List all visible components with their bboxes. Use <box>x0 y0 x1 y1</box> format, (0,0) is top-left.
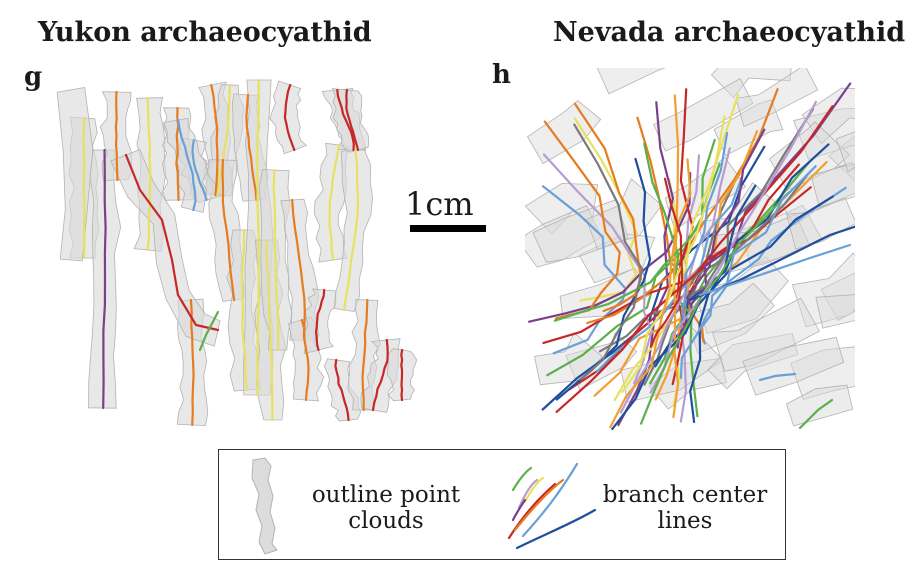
nevada-outline-clouds <box>525 68 855 427</box>
yukon-branch-lines <box>82 78 404 427</box>
yukon-branch-line <box>400 348 404 402</box>
yukon-branch-line <box>314 288 326 352</box>
nevada-branch-line <box>527 172 692 323</box>
nevada-branch-line <box>798 398 834 430</box>
nevada-outline-cloud <box>596 68 666 95</box>
yukon-branch-line <box>114 90 119 182</box>
yukon-branch-line <box>210 83 219 197</box>
nevada-branch-line <box>671 88 694 386</box>
legend-outline-label-line1: outline point <box>311 482 461 508</box>
yukon-branch-line <box>328 143 340 262</box>
yukon-branch-line <box>217 83 231 197</box>
nevada-branch-line <box>689 184 757 424</box>
nevada-branch-lines <box>527 82 855 431</box>
yukon-branch-line <box>177 118 197 212</box>
yukon-archaeocyathid-panel <box>56 78 418 427</box>
panel-label-g: g <box>24 62 43 92</box>
yukon-branch-line <box>124 153 220 332</box>
nevada-branch-line <box>649 177 684 348</box>
nevada-branch-line <box>573 102 643 313</box>
yukon-branch-line <box>240 228 248 392</box>
nevada-branch-line <box>698 243 852 297</box>
legend-branch-swatch <box>507 462 597 550</box>
yukon-outline-cloud <box>333 148 373 313</box>
nevada-branch-line <box>649 100 818 394</box>
legend-branch-label-line2: lines <box>657 508 713 534</box>
nevada-outline-cloud <box>710 68 792 99</box>
yukon-branch-line <box>336 88 355 152</box>
yukon-branch-line <box>371 338 389 412</box>
yukon-branch-line <box>245 93 258 202</box>
scale-bar <box>410 225 486 232</box>
yukon-branch-line <box>300 318 310 402</box>
nevada-outline-cloud <box>810 163 855 208</box>
legend-branch-label: branch center lines <box>595 482 775 534</box>
yukon-branch-line <box>221 158 236 302</box>
nevada-outline-cloud <box>653 78 754 152</box>
nevada-branch-line <box>639 191 790 425</box>
yukon-branch-line <box>82 116 86 260</box>
legend-branch-label-line1: branch center <box>602 482 768 508</box>
nevada-branch-line <box>676 128 766 349</box>
panel-label-h: h <box>492 60 511 90</box>
legend: outline point clouds branch center lines <box>218 449 786 560</box>
yukon-outline-cloud <box>162 117 209 213</box>
nevada-branch-line <box>699 186 847 345</box>
nevada-branch-line <box>543 120 621 320</box>
nevada-branch-line <box>573 117 638 302</box>
nevada-branch-line <box>609 158 692 429</box>
yukon-branch-line <box>191 138 208 202</box>
yukon-branch-line <box>291 198 306 342</box>
yukon-branch-line <box>198 310 220 352</box>
nevada-branch-line <box>758 372 797 382</box>
nevada-outline-cloud <box>768 121 850 191</box>
nevada-outline-cloud <box>815 294 855 329</box>
nevada-outline-cloud <box>742 336 845 396</box>
nevada-outline-cloud <box>785 384 854 427</box>
yukon-branch-line <box>334 358 350 422</box>
yukon-branch-line <box>272 168 280 352</box>
nevada-outline-cloud <box>820 272 855 321</box>
legend-outline-label: outline point clouds <box>301 482 471 534</box>
legend-graphics <box>251 457 597 555</box>
nevada-archaeocyathid-panel <box>525 68 855 431</box>
nevada-branch-line <box>654 143 830 368</box>
nevada-outline-cloud <box>713 99 784 157</box>
yukon-branch-line <box>345 88 360 152</box>
title-nevada: Nevada archaeocyathid <box>553 17 906 48</box>
yukon-branch-line <box>265 238 274 422</box>
nevada-outline-cloud <box>791 252 855 328</box>
legend-outline-cloud-swatch <box>251 457 278 555</box>
yukon-branch-line <box>189 298 195 427</box>
nevada-branch-line <box>672 94 680 419</box>
title-yukon: Yukon archaeocyathid <box>38 17 372 48</box>
nevada-branch-line <box>654 130 759 401</box>
nevada-outline-cloud <box>786 197 855 250</box>
yukon-branch-line <box>146 96 152 252</box>
yukon-branch-line <box>102 148 107 410</box>
yukon-outline-cloud <box>269 80 308 155</box>
legend-outline-label-line2: clouds <box>348 508 424 534</box>
nevada-outline-cloud <box>828 135 855 182</box>
nevada-outline-cloud <box>793 107 855 160</box>
nevada-branch-line <box>573 123 644 381</box>
nevada-branch-line <box>555 105 834 413</box>
nevada-outline-cloud <box>835 131 855 173</box>
nevada-outline-cloud <box>525 205 602 268</box>
nevada-branch-line <box>619 147 731 414</box>
nevada-outline-cloud <box>526 100 602 165</box>
nevada-branch-line <box>680 131 729 320</box>
nevada-branch-line <box>542 186 812 344</box>
yukon-branch-line <box>343 148 360 312</box>
nevada-branch-line <box>621 115 726 394</box>
yukon-branch-line <box>256 78 260 397</box>
yukon-branch-line <box>361 298 369 412</box>
yukon-outline-cloud <box>303 288 337 355</box>
yukon-branch-line <box>283 83 296 152</box>
scale-bar-label: 1cm <box>405 185 474 223</box>
yukon-outline-cloud <box>110 148 221 347</box>
